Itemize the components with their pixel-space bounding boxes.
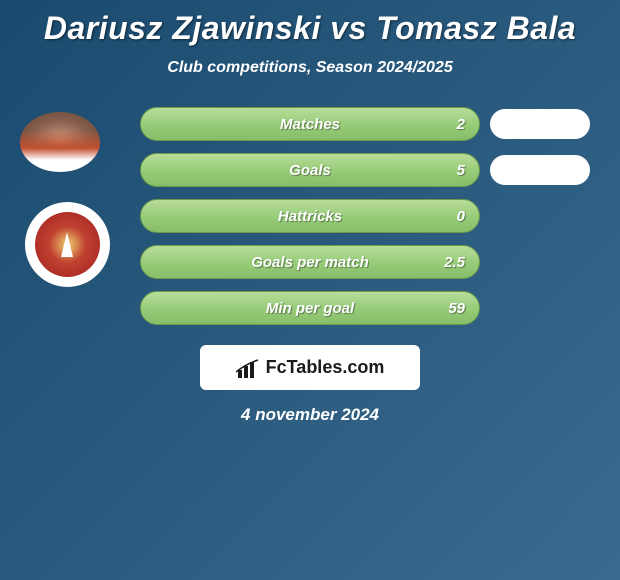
comparison-subtitle: Club competitions, Season 2024/2025 (0, 59, 620, 77)
stat-value: 0 (457, 208, 465, 225)
stat-value: 2 (457, 116, 465, 133)
brand-box: FcTables.com (200, 345, 420, 390)
stat-value: 2.5 (444, 254, 465, 271)
stat-bar: Min per goal 59 (140, 291, 480, 325)
stat-bar: Goals per match 2.5 (140, 245, 480, 279)
stat-row: Min per goal 59 (0, 291, 620, 325)
player-avatar-2 (25, 202, 110, 287)
date-caption: 4 november 2024 (0, 405, 620, 425)
stat-label: Matches (280, 116, 340, 133)
comparison-title: Dariusz Zjawinski vs Tomasz Bala (0, 0, 620, 47)
stat-bar: Hattricks 0 (140, 199, 480, 233)
stat-value: 59 (448, 300, 465, 317)
stat-label: Min per goal (266, 300, 354, 317)
stat-bar: Goals 5 (140, 153, 480, 187)
content-area: Matches 2 Goals 5 Hattricks 0 Goals per match 2… (0, 107, 620, 425)
club-badge-icon (35, 212, 100, 277)
empty-stat-pill (490, 109, 590, 139)
player-avatar-1 (20, 112, 100, 172)
stat-value: 5 (457, 162, 465, 179)
brand-text: FcTables.com (266, 357, 385, 378)
stat-bar: Matches 2 (140, 107, 480, 141)
stat-label: Hattricks (278, 208, 342, 225)
empty-stat-pill (490, 155, 590, 185)
bar-chart-icon (236, 358, 260, 378)
stat-label: Goals per match (251, 254, 369, 271)
stat-label: Goals (289, 162, 331, 179)
